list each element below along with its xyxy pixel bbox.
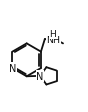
Text: H: H [49, 30, 56, 39]
Text: NH: NH [46, 36, 60, 45]
Text: N: N [9, 64, 16, 73]
Text: N: N [36, 71, 44, 81]
